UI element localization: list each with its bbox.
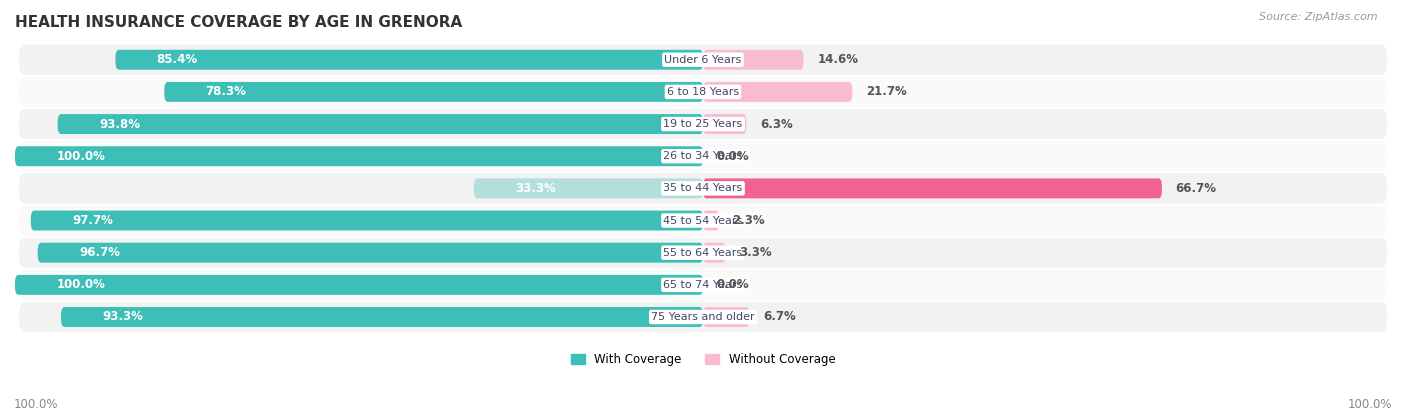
FancyBboxPatch shape	[20, 45, 1386, 75]
Legend: With Coverage, Without Coverage: With Coverage, Without Coverage	[565, 348, 841, 371]
Text: 2.3%: 2.3%	[733, 214, 765, 227]
Text: 21.7%: 21.7%	[866, 85, 907, 98]
Text: Source: ZipAtlas.com: Source: ZipAtlas.com	[1260, 12, 1378, 22]
Text: 100.0%: 100.0%	[56, 278, 105, 291]
Text: 0.0%: 0.0%	[717, 150, 749, 163]
FancyBboxPatch shape	[20, 173, 1386, 203]
Text: 33.3%: 33.3%	[515, 182, 555, 195]
FancyBboxPatch shape	[20, 141, 1386, 171]
Text: 66.7%: 66.7%	[1175, 182, 1216, 195]
Text: 100.0%: 100.0%	[1347, 398, 1392, 411]
Text: 35 to 44 Years: 35 to 44 Years	[664, 183, 742, 193]
FancyBboxPatch shape	[703, 178, 1161, 198]
FancyBboxPatch shape	[38, 243, 703, 263]
Text: 97.7%: 97.7%	[72, 214, 112, 227]
Text: HEALTH INSURANCE COVERAGE BY AGE IN GRENORA: HEALTH INSURANCE COVERAGE BY AGE IN GREN…	[15, 15, 463, 30]
FancyBboxPatch shape	[20, 77, 1386, 107]
FancyBboxPatch shape	[15, 146, 703, 166]
FancyBboxPatch shape	[165, 82, 703, 102]
FancyBboxPatch shape	[60, 307, 703, 327]
Text: 75 Years and older: 75 Years and older	[651, 312, 755, 322]
Text: 26 to 34 Years: 26 to 34 Years	[664, 151, 742, 161]
Text: 6.3%: 6.3%	[761, 117, 793, 131]
Text: 19 to 25 Years: 19 to 25 Years	[664, 119, 742, 129]
Text: 6.7%: 6.7%	[763, 310, 796, 323]
Text: 6 to 18 Years: 6 to 18 Years	[666, 87, 740, 97]
FancyBboxPatch shape	[703, 50, 803, 70]
Text: 14.6%: 14.6%	[817, 53, 858, 66]
Text: 96.7%: 96.7%	[79, 246, 120, 259]
Text: Under 6 Years: Under 6 Years	[665, 55, 741, 65]
FancyBboxPatch shape	[703, 210, 718, 230]
Text: 93.8%: 93.8%	[98, 117, 141, 131]
FancyBboxPatch shape	[703, 114, 747, 134]
Text: 93.3%: 93.3%	[103, 310, 143, 323]
FancyBboxPatch shape	[474, 178, 703, 198]
Text: 100.0%: 100.0%	[14, 398, 59, 411]
Text: 85.4%: 85.4%	[156, 53, 198, 66]
FancyBboxPatch shape	[703, 307, 749, 327]
Text: 0.0%: 0.0%	[717, 278, 749, 291]
Text: 45 to 54 Years: 45 to 54 Years	[664, 215, 742, 225]
FancyBboxPatch shape	[703, 243, 725, 263]
Text: 3.3%: 3.3%	[740, 246, 772, 259]
Text: 65 to 74 Years: 65 to 74 Years	[664, 280, 742, 290]
FancyBboxPatch shape	[20, 237, 1386, 268]
FancyBboxPatch shape	[31, 210, 703, 230]
FancyBboxPatch shape	[20, 302, 1386, 332]
FancyBboxPatch shape	[115, 50, 703, 70]
FancyBboxPatch shape	[20, 205, 1386, 236]
FancyBboxPatch shape	[20, 109, 1386, 139]
Text: 55 to 64 Years: 55 to 64 Years	[664, 248, 742, 258]
Text: 78.3%: 78.3%	[205, 85, 246, 98]
FancyBboxPatch shape	[703, 82, 852, 102]
FancyBboxPatch shape	[20, 270, 1386, 300]
FancyBboxPatch shape	[58, 114, 703, 134]
FancyBboxPatch shape	[15, 275, 703, 295]
Text: 100.0%: 100.0%	[56, 150, 105, 163]
